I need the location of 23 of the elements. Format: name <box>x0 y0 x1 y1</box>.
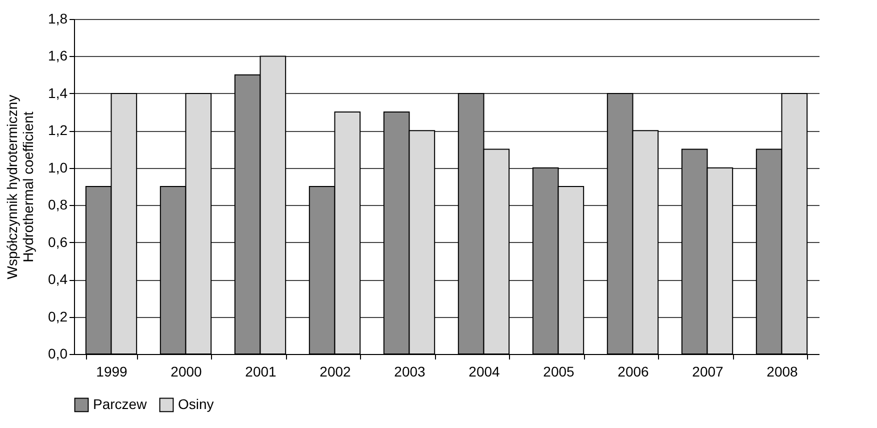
x-tick-label: 2007 <box>692 364 724 380</box>
x-tick-label: 2005 <box>543 364 575 380</box>
x-tick-label: 2002 <box>320 364 352 380</box>
y-tick-label: 0,0 <box>48 346 68 362</box>
y-tick-label: 1,4 <box>48 84 68 101</box>
y-tick-label: 0,8 <box>48 196 68 213</box>
x-tick-label: 2008 <box>766 364 798 380</box>
y-axis-title: Współczynnik hydrotermiczny Hydrothermal coefficient <box>4 94 36 280</box>
x-tick-label: 2004 <box>468 364 500 380</box>
x-tick-label: 1999 <box>96 364 128 380</box>
y-tick-label: 0,2 <box>48 308 68 324</box>
x-tick-label: 2003 <box>394 364 426 380</box>
y-tick-label: 0,6 <box>48 234 68 250</box>
y-tick-label: 1,0 <box>48 159 68 176</box>
x-tick-label: 2001 <box>245 364 277 380</box>
legend-label: Parczew <box>93 396 148 412</box>
x-tick-label: 2006 <box>618 364 650 380</box>
y-tick-label: 1,6 <box>48 48 68 64</box>
y-tick-label: 1,8 <box>48 10 68 26</box>
y-tick-label: 0,4 <box>48 271 68 288</box>
legend-label: Osiny <box>178 396 214 412</box>
x-tick-label: 2000 <box>170 364 202 380</box>
y-tick-label: 1,2 <box>48 122 68 138</box>
